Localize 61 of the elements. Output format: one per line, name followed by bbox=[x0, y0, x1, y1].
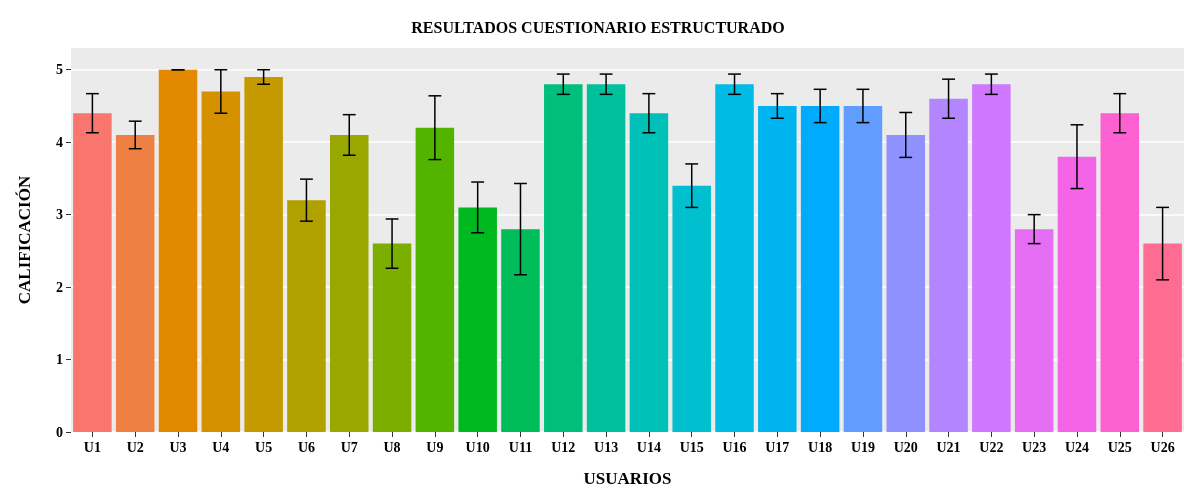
bar bbox=[372, 243, 412, 432]
bar bbox=[458, 207, 497, 432]
bar bbox=[800, 105, 840, 432]
x-tick-label: U8 bbox=[383, 439, 401, 455]
x-axis-title: USUARIOS bbox=[583, 469, 672, 488]
y-tick-label: 5 bbox=[56, 62, 63, 78]
bar bbox=[629, 113, 669, 432]
x-tick-label: U13 bbox=[594, 439, 619, 455]
x-tick-label: U25 bbox=[1107, 439, 1132, 455]
y-tick-label: 2 bbox=[56, 279, 63, 295]
x-tick-label: U20 bbox=[893, 439, 918, 455]
x-tick-label: U24 bbox=[1064, 439, 1090, 455]
x-tick-label: U2 bbox=[126, 439, 144, 455]
y-tick-label: 4 bbox=[56, 134, 63, 150]
bar bbox=[201, 91, 241, 432]
bar bbox=[758, 105, 797, 432]
x-tick-label: U7 bbox=[340, 439, 358, 455]
bar bbox=[115, 134, 155, 432]
y-axis-title: CALIFICACIÓN bbox=[15, 175, 34, 305]
bar bbox=[586, 84, 626, 432]
x-tick-label: U6 bbox=[297, 439, 315, 455]
chart-title: RESULTADOS CUESTIONARIO ESTRUCTURADO bbox=[411, 18, 785, 36]
x-tick-label: U3 bbox=[169, 439, 187, 455]
bar bbox=[158, 69, 198, 432]
x-tick-label: U5 bbox=[255, 439, 273, 455]
x-tick-label: U21 bbox=[936, 439, 961, 455]
bar bbox=[672, 185, 711, 432]
x-tick-label: U19 bbox=[850, 439, 875, 455]
x-tick-label: U1 bbox=[83, 439, 101, 455]
bar bbox=[501, 229, 540, 432]
bar bbox=[929, 98, 968, 432]
bar bbox=[329, 134, 369, 432]
bar bbox=[1057, 156, 1097, 432]
y-tick-label: 3 bbox=[56, 207, 63, 223]
bar bbox=[244, 76, 283, 432]
x-tick-label: U14 bbox=[636, 439, 661, 455]
bar bbox=[715, 84, 754, 432]
y-tick-label: 1 bbox=[56, 352, 63, 368]
x-tick-label: U18 bbox=[808, 439, 833, 455]
bar bbox=[544, 84, 583, 432]
x-tick-label: U11 bbox=[508, 439, 533, 455]
bar bbox=[843, 105, 883, 432]
bar bbox=[886, 134, 926, 432]
bar bbox=[415, 127, 455, 432]
bar bbox=[1100, 113, 1140, 432]
bar bbox=[1014, 229, 1054, 432]
x-tick-label: U16 bbox=[722, 439, 747, 455]
bar bbox=[73, 113, 112, 432]
bar bbox=[972, 84, 1011, 432]
bar bbox=[1143, 243, 1182, 432]
x-tick-label: U26 bbox=[1150, 439, 1175, 455]
x-tick-label: U22 bbox=[979, 439, 1004, 455]
x-tick-label: U17 bbox=[765, 439, 790, 455]
x-tick-label: U10 bbox=[465, 439, 490, 455]
x-tick-label: U9 bbox=[426, 439, 444, 455]
x-tick-label: U15 bbox=[679, 439, 704, 455]
bar bbox=[287, 200, 326, 432]
y-tick-label: 0 bbox=[56, 424, 63, 440]
x-tick-label: U4 bbox=[212, 439, 230, 455]
x-tick-label: U12 bbox=[551, 439, 576, 455]
x-tick-label: U23 bbox=[1022, 439, 1047, 455]
